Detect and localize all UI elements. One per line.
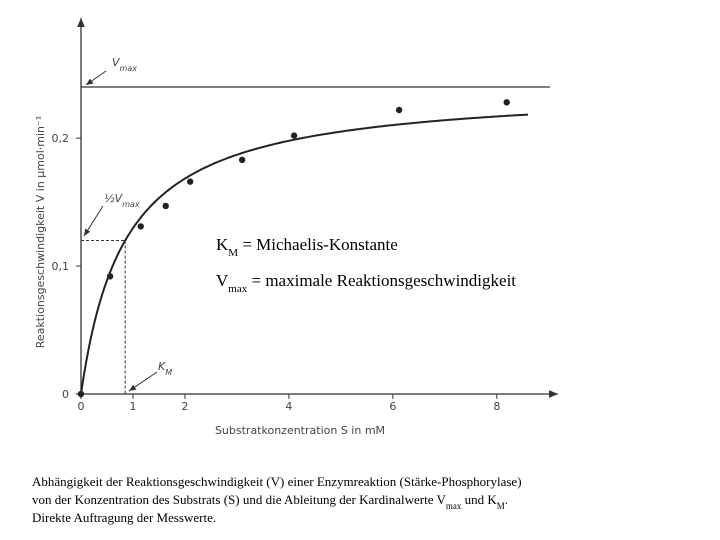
key-line-part: = maximale Reaktionsgeschwindigkeit xyxy=(247,271,516,290)
caption-line-part: Direkte Auftragung der Messwerte. xyxy=(32,510,216,525)
caption-line: von der Konzentration des Substrats (S) … xyxy=(32,492,508,511)
km-label: KM xyxy=(158,360,172,377)
point xyxy=(162,202,169,210)
point xyxy=(137,223,144,230)
point xyxy=(186,178,194,185)
point xyxy=(106,273,114,280)
km-label-part: M xyxy=(165,368,172,377)
point xyxy=(77,390,85,398)
x-tick-label: 2 xyxy=(181,400,188,413)
y-tick-label: 0,1 xyxy=(52,260,70,273)
y-tick-label: 0,2 xyxy=(52,132,70,145)
half-vmax-label-part: ½V xyxy=(104,192,124,205)
caption-line-part: und K xyxy=(461,492,497,507)
x-tick-label: 6 xyxy=(389,400,396,413)
caption-line-part: Abhängigkeit der Reaktionsgeschwindigkei… xyxy=(32,474,522,489)
half-vmax-label-part: max xyxy=(122,200,140,209)
point xyxy=(395,106,403,114)
curve xyxy=(80,113,529,395)
km-arrow xyxy=(128,371,158,392)
caption-line-part: . xyxy=(505,492,508,507)
point xyxy=(238,156,246,164)
key-line-part: M xyxy=(228,247,238,259)
key-line: Vmax = maximale Reaktionsgeschwindigkeit xyxy=(216,271,516,295)
caption-line-part: M xyxy=(497,501,505,511)
half-vmax-arrow xyxy=(83,205,104,237)
half-vmax-label: ½Vmax xyxy=(104,192,140,209)
key-line-part: K xyxy=(216,235,229,254)
vmax-arrow xyxy=(85,70,107,86)
vmax-label: Vmax xyxy=(112,56,137,73)
caption-line-part: von der Konzentration des Substrats (S) … xyxy=(32,492,446,507)
caption-line-part: max xyxy=(446,501,462,511)
x-axis-label: Substratkonzentration S in mM xyxy=(215,424,385,437)
key-line-part: max xyxy=(228,283,247,295)
point xyxy=(290,132,298,139)
vmax-label-part: max xyxy=(120,64,138,73)
key-line-part: V xyxy=(216,271,229,290)
vmax-label-part: V xyxy=(112,56,121,69)
x-tick-label: 1 xyxy=(129,400,136,413)
x-tick-label: 0 xyxy=(78,400,85,413)
key-line-part: = Michaelis-Konstante xyxy=(238,235,398,254)
key-line: KM = Michaelis-Konstante xyxy=(216,235,398,259)
km-label-part: K xyxy=(158,360,166,373)
y-axis-label: Reaktionsgeschwindigkeit V in µmol·min⁻¹ xyxy=(34,116,47,349)
caption-line: Abhängigkeit der Reaktionsgeschwindigkei… xyxy=(32,474,522,489)
point xyxy=(503,99,510,106)
x-tick-label: 4 xyxy=(285,400,292,413)
y-tick-label: 0 xyxy=(62,388,69,401)
caption-line: Direkte Auftragung der Messwerte. xyxy=(32,510,216,525)
x-tick-label: 8 xyxy=(493,400,500,413)
